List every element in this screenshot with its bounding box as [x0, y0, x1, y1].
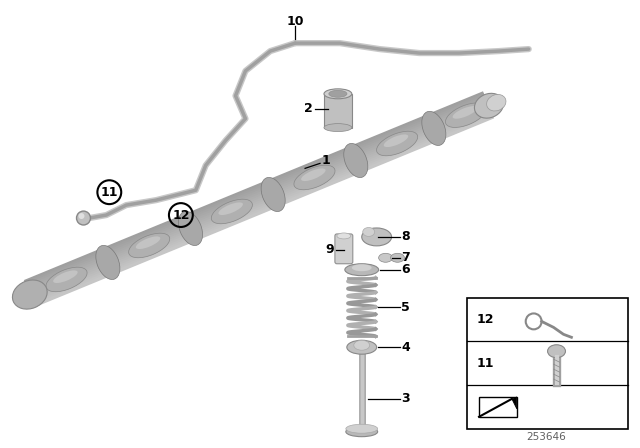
- Text: 4: 4: [401, 341, 410, 354]
- Ellipse shape: [53, 271, 77, 283]
- Ellipse shape: [294, 165, 335, 190]
- Ellipse shape: [261, 177, 285, 211]
- Polygon shape: [479, 397, 516, 417]
- Ellipse shape: [12, 280, 47, 309]
- Ellipse shape: [324, 124, 352, 132]
- Text: 8: 8: [401, 230, 410, 243]
- Ellipse shape: [211, 199, 252, 224]
- Ellipse shape: [129, 233, 170, 258]
- Text: 12: 12: [172, 209, 189, 222]
- Ellipse shape: [346, 427, 378, 437]
- Text: 11: 11: [477, 357, 495, 370]
- Ellipse shape: [452, 106, 477, 119]
- Text: 2: 2: [304, 102, 312, 115]
- Ellipse shape: [354, 340, 370, 350]
- Ellipse shape: [301, 168, 326, 181]
- Ellipse shape: [474, 93, 504, 118]
- Ellipse shape: [337, 233, 351, 239]
- Ellipse shape: [344, 143, 368, 177]
- Ellipse shape: [379, 253, 392, 262]
- Ellipse shape: [346, 424, 378, 433]
- Polygon shape: [512, 397, 516, 409]
- Text: 3: 3: [401, 392, 410, 405]
- Ellipse shape: [376, 131, 418, 156]
- Ellipse shape: [136, 237, 160, 249]
- Ellipse shape: [329, 90, 347, 97]
- Text: 5: 5: [401, 301, 410, 314]
- Ellipse shape: [384, 134, 408, 147]
- Bar: [324, 94, 352, 128]
- Text: 11: 11: [100, 186, 118, 199]
- Ellipse shape: [390, 253, 404, 262]
- Ellipse shape: [548, 345, 566, 358]
- Ellipse shape: [486, 95, 506, 111]
- Text: 253646: 253646: [527, 432, 566, 442]
- Text: 1: 1: [321, 154, 330, 167]
- Text: 10: 10: [287, 15, 304, 28]
- Ellipse shape: [352, 264, 372, 271]
- Circle shape: [77, 211, 90, 225]
- Text: 6: 6: [401, 263, 410, 276]
- Ellipse shape: [422, 112, 446, 146]
- Ellipse shape: [46, 267, 87, 292]
- FancyBboxPatch shape: [335, 234, 353, 264]
- Ellipse shape: [347, 340, 377, 354]
- Ellipse shape: [218, 202, 243, 215]
- Ellipse shape: [179, 211, 202, 246]
- Text: 7: 7: [401, 251, 410, 264]
- Ellipse shape: [324, 89, 352, 99]
- Ellipse shape: [96, 246, 120, 280]
- Circle shape: [79, 213, 84, 219]
- Text: 12: 12: [477, 313, 495, 326]
- Bar: [467, 297, 628, 429]
- Ellipse shape: [362, 228, 392, 246]
- Ellipse shape: [345, 264, 379, 276]
- Ellipse shape: [445, 103, 486, 127]
- Text: 9: 9: [326, 243, 334, 256]
- Ellipse shape: [363, 228, 374, 237]
